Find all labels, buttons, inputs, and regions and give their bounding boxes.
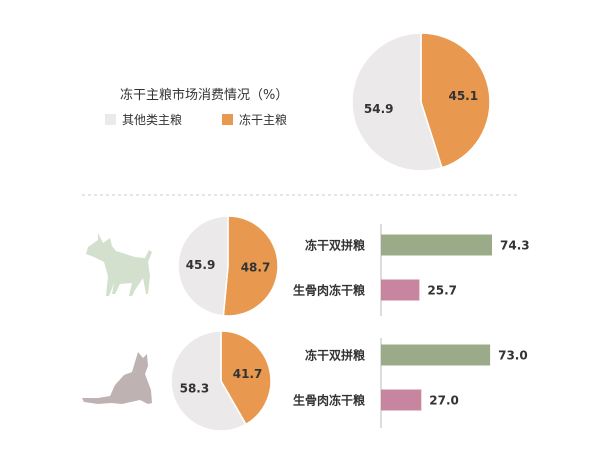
dog-pie-slice-label-0: 48.7 — [241, 261, 271, 275]
dog-bar-chart: 冻干双拼粮 74.3 生骨肉冻干粮 25.7 — [293, 234, 530, 301]
cat-bar-value-1: 27.0 — [429, 394, 459, 408]
market-pie: 45.1 54.9 — [351, 32, 491, 172]
dog-bar-label-1: 生骨肉冻干粮 — [293, 283, 365, 298]
dog-bar-1 — [381, 279, 420, 301]
dog-pie-slice-label-1: 45.9 — [186, 258, 216, 272]
cat-bar-label-0: 冻干双拼粮 — [305, 348, 365, 363]
cat-bar-value-0: 73.0 — [498, 349, 528, 363]
market-pie-slice-1 — [351, 32, 443, 172]
cat-icon — [82, 352, 152, 404]
dog-pie: 48.7 45.9 — [177, 215, 279, 317]
cat-bar-label-1: 生骨肉冻干粮 — [293, 393, 365, 408]
cat-pie: 41.7 58.3 — [170, 330, 272, 432]
market-pie-slice-label-1: 54.9 — [364, 102, 394, 116]
market-pie-slice-0 — [420, 32, 491, 169]
dog-icon — [86, 233, 152, 296]
cat-bar-1 — [381, 389, 422, 411]
dog-pie-slice-0 — [222, 215, 279, 317]
dog-bar-value-1: 25.7 — [427, 284, 457, 298]
legend-swatch-other — [105, 114, 116, 125]
legend-label-freeze-dried: 冻干主粮 — [239, 112, 287, 127]
cat-pie-slice-label-0: 41.7 — [233, 367, 263, 381]
chart-title: 冻干主粮市场消费情况（%） — [120, 87, 288, 103]
legend-label-other: 其他类主粮 — [122, 112, 182, 127]
market-pie-slice-label-0: 45.1 — [448, 89, 478, 103]
cat-bar-chart: 冻干双拼粮 73.0 生骨肉冻干粮 27.0 — [293, 344, 528, 411]
cat-pie-slice-label-1: 58.3 — [180, 381, 210, 395]
cat-pie-slice-0 — [220, 330, 272, 426]
dog-bar-0 — [381, 234, 492, 256]
dog-pie-slice-1 — [177, 215, 229, 317]
dog-bar-value-0: 74.3 — [500, 239, 530, 253]
cat-bar-0 — [381, 344, 491, 366]
legend-swatch-freeze-dried — [222, 114, 233, 125]
dog-bar-label-0: 冻干双拼粮 — [305, 238, 365, 253]
cat-pie-slice-1 — [170, 330, 247, 432]
